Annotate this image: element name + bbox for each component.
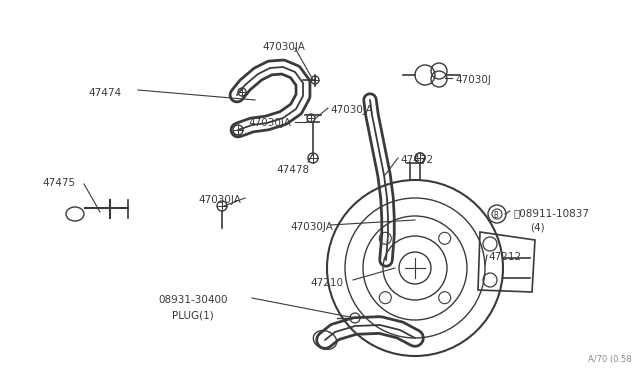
Text: B: B [493,211,499,219]
Text: 08931-30400: 08931-30400 [158,295,227,305]
Text: 47030JA: 47030JA [248,118,291,128]
Text: 47475: 47475 [42,178,75,188]
Text: 47472: 47472 [400,155,433,165]
Text: 47212: 47212 [488,252,521,262]
Text: Ⓑ08911-10837: Ⓑ08911-10837 [513,208,589,218]
Text: 47030JA: 47030JA [330,105,373,115]
Text: 47030JA: 47030JA [198,195,241,205]
Text: 47030JA: 47030JA [290,222,333,232]
Text: A/70 (0.58: A/70 (0.58 [588,355,632,364]
Text: 47030J: 47030J [455,75,491,85]
Text: (4): (4) [530,222,545,232]
Text: 47030JA: 47030JA [262,42,305,52]
Text: 47474: 47474 [88,88,121,98]
Text: 47210: 47210 [310,278,343,288]
Text: 47478: 47478 [276,165,309,175]
Text: PLUG(1): PLUG(1) [172,310,214,320]
